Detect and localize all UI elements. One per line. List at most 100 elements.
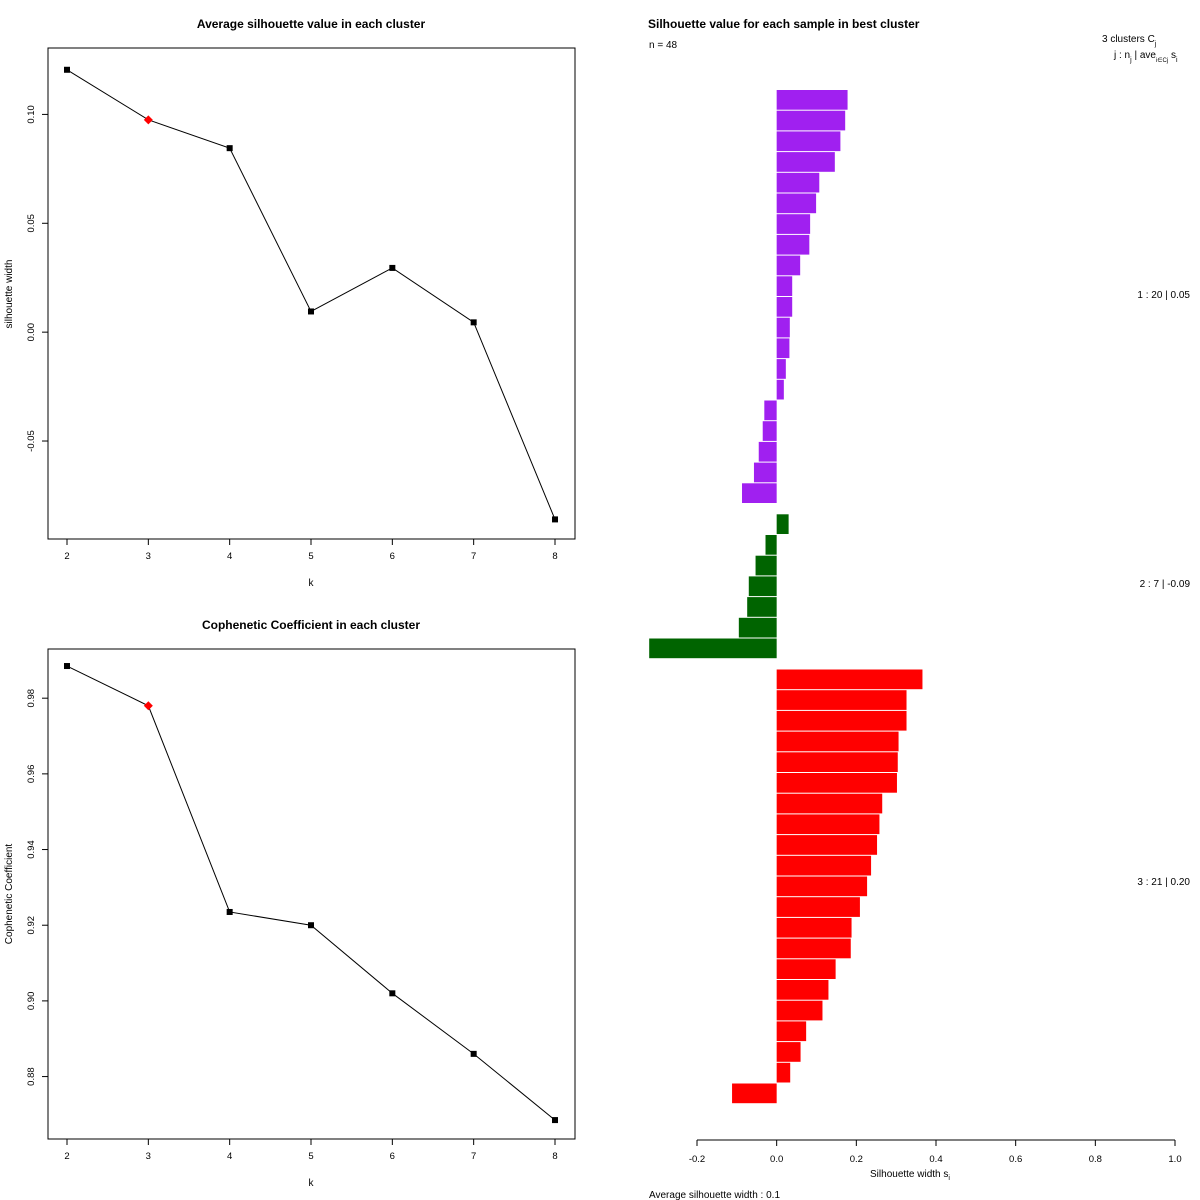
cophenetic-y-tick-label: 0.92 <box>26 916 37 935</box>
cluster-1-bar <box>776 172 820 193</box>
sample-x-tick-label: 0.2 <box>850 1154 863 1165</box>
cluster-1-bar <box>762 421 777 441</box>
cluster-1-bar <box>742 483 777 503</box>
cluster-3-bar <box>776 814 880 835</box>
cluster-1-bar <box>753 462 777 483</box>
cluster-3-bar <box>776 773 897 793</box>
silhouette-y-axis-label: silhouette width <box>4 260 15 329</box>
silhouette-line <box>66 69 556 520</box>
cluster-3-bar <box>776 669 923 690</box>
cophenetic-panel: Cophenetic Coefficient in each cluster k… <box>4 618 576 1189</box>
cluster-1-bar <box>776 255 801 276</box>
cophenetic-line <box>66 665 556 1121</box>
cluster-3-bar <box>776 731 899 752</box>
cluster-3-bar <box>776 959 836 979</box>
cluster-2-bar <box>776 514 789 534</box>
silhouette-y-tick-label: 0.00 <box>26 323 37 342</box>
cluster-1-bar <box>776 152 835 172</box>
cluster-3-bar <box>776 690 907 710</box>
silhouette-point <box>64 66 70 73</box>
cluster-1-bar <box>776 110 846 131</box>
silhouette-panel-title: Average silhouette value in each cluster <box>197 17 426 31</box>
cophenetic-x-tick-label: 2 <box>64 1151 69 1162</box>
cluster-1-bar <box>776 317 790 338</box>
sample-x-tick-label: -0.2 <box>689 1154 705 1165</box>
cluster-3-bar <box>776 876 868 897</box>
cophenetic-y-tick-label: 0.88 <box>26 1067 37 1086</box>
cluster-3-bar <box>776 855 872 876</box>
silhouette-x-tick-label: 7 <box>471 551 476 562</box>
cophenetic-y-ticks: 0.88 0.90 0.92 0.94 0.96 0.98 <box>26 689 48 1086</box>
sample-panel-title: Silhouette value for each sample in best… <box>648 17 920 31</box>
silhouette-x-ticks: 2 3 4 5 6 7 8 <box>64 539 558 562</box>
silhouette-y-ticks: -0.05 0.00 0.05 0.10 <box>26 105 48 452</box>
silhouette-y-tick-label: 0.05 <box>26 214 37 233</box>
silhouette-point <box>470 319 477 326</box>
silhouette-x-tick-label: 6 <box>390 551 395 562</box>
sample-x-tick-label: 1.0 <box>1168 1154 1181 1165</box>
silhouette-point <box>389 264 396 271</box>
cophenetic-point <box>389 990 396 997</box>
cophenetic-point <box>226 908 233 915</box>
cophenetic-x-tick-label: 7 <box>471 1151 476 1162</box>
sample-x-tick-label: 0.8 <box>1089 1154 1102 1165</box>
cluster-3-bar <box>776 897 860 917</box>
sample-count-label: n = 48 <box>649 40 678 51</box>
cluster-3-bar <box>776 793 883 814</box>
cluster-3-bar <box>776 752 898 772</box>
sample-x-axis-label: Silhouette width si <box>870 1169 950 1182</box>
silhouette-x-tick-label: 2 <box>64 551 69 562</box>
cluster-1-bar <box>776 338 790 359</box>
silhouette-x-tick-label: 3 <box>146 551 151 562</box>
cophenetic-x-tick-label: 4 <box>227 1151 232 1162</box>
average-silhouette-label: Average silhouette width : 0.1 <box>649 1190 780 1200</box>
silhouette-point <box>308 308 314 315</box>
silhouette-y-tick-label: -0.05 <box>26 430 37 452</box>
silhouette-y-tick-label: 0.10 <box>26 105 37 124</box>
cluster-1-legend: 1 : 20 | 0.05 <box>1137 290 1190 301</box>
cluster-2-bar <box>765 535 777 555</box>
cophenetic-point <box>64 663 70 670</box>
cluster-3-bar <box>776 1042 801 1062</box>
cophenetic-y-tick-label: 0.90 <box>26 992 37 1011</box>
legend-header: 3 clusters Cj <box>1102 34 1157 48</box>
cluster-2-bar <box>747 597 777 617</box>
cluster-3-bar <box>776 710 907 731</box>
cluster-1-bar <box>776 276 793 296</box>
silhouette-x-tick-label: 8 <box>552 551 557 562</box>
cluster-1-bar <box>776 234 810 255</box>
silhouette-sample-panel: Silhouette value for each sample in best… <box>648 17 1190 1200</box>
silhouette-plot-frame <box>47 47 576 540</box>
cluster-1-bar <box>776 131 841 152</box>
cluster-3-bar <box>732 1083 777 1104</box>
silhouette-highlight-point <box>143 115 153 125</box>
cluster-1-bar <box>776 379 784 400</box>
cophenetic-point <box>308 922 314 929</box>
cophenetic-y-tick-label: 0.94 <box>26 840 37 859</box>
cophenetic-point <box>552 1117 558 1124</box>
sample-x-tick-label: 0.4 <box>929 1154 942 1165</box>
cophenetic-y-axis-label: Cophenetic Coefficient <box>4 844 15 945</box>
sample-x-tick-label: 0.6 <box>1009 1154 1022 1165</box>
cophenetic-panel-title: Cophenetic Coefficient in each cluster <box>202 618 420 632</box>
cluster-1-bar <box>776 90 848 110</box>
cophenetic-y-tick-label: 0.98 <box>26 689 37 708</box>
silhouette-series <box>64 66 558 523</box>
cluster-1-bar <box>776 214 811 234</box>
cophenetic-plot-frame <box>47 648 576 1140</box>
cluster-2-bar <box>649 638 777 659</box>
cluster-2-bar <box>755 555 777 576</box>
cophenetic-point <box>470 1050 477 1057</box>
cluster-3-bar <box>776 1000 823 1021</box>
cluster-1-bar <box>758 441 777 462</box>
silhouette-x-axis-label: k <box>309 578 315 589</box>
cluster-3-bar <box>776 1062 791 1083</box>
sample-x-ticks: -0.2 0.0 0.2 0.4 0.6 0.8 1.0 <box>689 1140 1182 1165</box>
cophenetic-x-tick-label: 5 <box>308 1151 313 1162</box>
cluster-2-bar <box>748 576 777 597</box>
cophenetic-series <box>64 663 558 1124</box>
cluster-3-bar <box>776 835 878 855</box>
cluster-2-legend: 2 : 7 | -0.09 <box>1140 579 1191 590</box>
cluster-1-bar <box>776 297 793 317</box>
